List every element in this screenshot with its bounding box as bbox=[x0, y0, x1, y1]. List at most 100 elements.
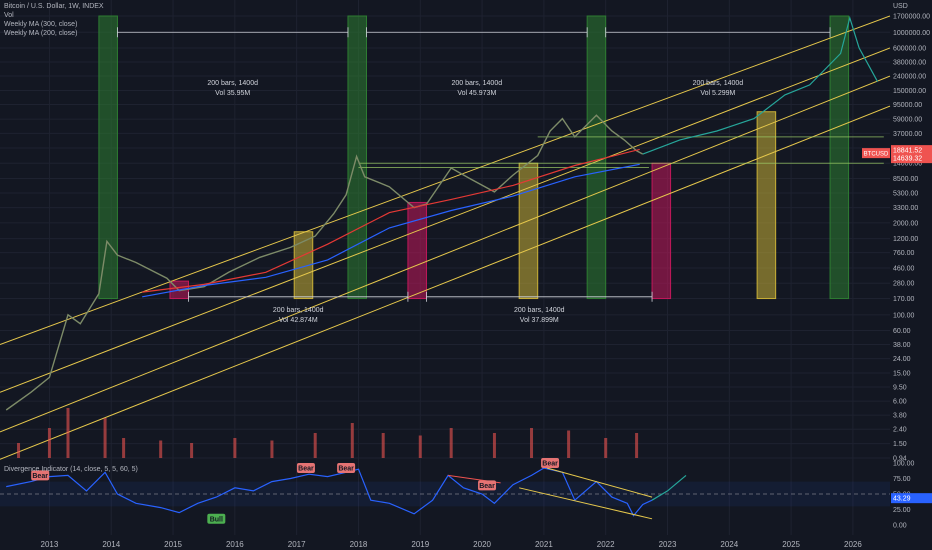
rsi-tag-bull: Bull bbox=[207, 513, 226, 524]
volume-bar bbox=[190, 443, 194, 458]
volume-bar bbox=[159, 440, 163, 458]
price-badge-sub: 14639.32 bbox=[893, 156, 922, 163]
rsi-tag-box bbox=[31, 470, 50, 481]
year-tick-label: 2022 bbox=[597, 540, 615, 549]
price-tick-label: 95000.00 bbox=[893, 102, 922, 109]
rsi-tag-label: Bear bbox=[32, 473, 48, 480]
rsi-tag-bear: Bear bbox=[31, 470, 50, 481]
volume-bar bbox=[350, 423, 354, 458]
zone-red bbox=[407, 201, 427, 300]
range-label: 200 bars, 1400d bbox=[273, 307, 324, 314]
price-tick-label: 1200.00 bbox=[893, 236, 918, 243]
channel-line bbox=[0, 75, 891, 433]
volume-bar bbox=[567, 430, 571, 458]
rsi-tag-label: Bear bbox=[298, 465, 314, 472]
rsi-tag-box bbox=[478, 480, 497, 491]
price-tick-label: 0.94 bbox=[893, 456, 907, 463]
range-volume: Vol 37.899M bbox=[520, 317, 559, 324]
volume-bar bbox=[47, 428, 51, 458]
volume-bar bbox=[381, 433, 385, 458]
year-tick-label: 2017 bbox=[288, 540, 306, 549]
rsi-tag-bear: Bear bbox=[296, 462, 315, 473]
price-tick-label: 60.00 bbox=[893, 328, 911, 335]
ma200-legend[interactable]: Weekly MA (200, close) bbox=[4, 30, 78, 37]
volume-bar bbox=[635, 433, 639, 458]
price-tick-label: 460.00 bbox=[893, 266, 915, 273]
year-tick-label: 2013 bbox=[41, 540, 59, 549]
rsi-projection bbox=[651, 474, 687, 501]
rsi-tag-bear: Bear bbox=[541, 458, 560, 468]
price-tick-label: 150000.00 bbox=[893, 88, 926, 95]
year-tick-label: 2016 bbox=[226, 540, 244, 549]
channel-line bbox=[0, 15, 891, 345]
zone-yellow bbox=[518, 162, 539, 300]
price-badge-box bbox=[891, 145, 932, 164]
horizontal-levels bbox=[358, 136, 884, 168]
price-tick-label: 59000.00 bbox=[893, 117, 922, 124]
price-tick-label: 100.00 bbox=[893, 312, 915, 319]
volume-bar bbox=[17, 443, 21, 458]
symbol-title[interactable]: Bitcoin / U.S. Dollar, 1W, INDEX bbox=[4, 3, 104, 10]
projection-line bbox=[642, 15, 879, 155]
rsi-tag-box bbox=[541, 458, 560, 468]
range-volume: Vol 5.299M bbox=[700, 90, 735, 97]
rsi-badge-value: 43.29 bbox=[893, 496, 911, 503]
channel-lines bbox=[0, 15, 891, 460]
range-label: 200 bars, 1400d bbox=[514, 307, 565, 314]
price-tick-label: 1.50 bbox=[893, 441, 907, 448]
zone-green bbox=[98, 15, 118, 300]
time-axis[interactable]: 2013 2014 2015 2016 2017 2018 2019 2020 2021 2022… bbox=[41, 540, 863, 549]
range-label: 200 bars, 1400d bbox=[207, 80, 258, 87]
series-line bbox=[142, 163, 640, 298]
volume-bar bbox=[270, 440, 274, 458]
volume-bar bbox=[233, 438, 237, 458]
rsi-pane: Bear Bear Bear Bear Bear Bull bbox=[0, 458, 890, 524]
rsi-tag-box bbox=[337, 462, 356, 473]
range-volume: Vol 42.874M bbox=[279, 317, 318, 324]
rsi-badge-box bbox=[891, 493, 932, 504]
rsi-tag-box bbox=[296, 462, 315, 473]
price-tick-label: 9.50 bbox=[893, 385, 907, 392]
price-tick-label: 240000.00 bbox=[893, 74, 926, 81]
series-line bbox=[5, 114, 644, 411]
price-tick-label: 1700000.00 bbox=[893, 14, 930, 21]
volume-bar bbox=[604, 438, 608, 458]
volume-bar bbox=[313, 433, 317, 458]
price-tick-label: 38.00 bbox=[893, 342, 911, 349]
indicator-legend[interactable]: Divergence Indicator (14, close, 5, 5, 6… bbox=[4, 466, 138, 473]
zone-yellow bbox=[756, 111, 777, 300]
year-tick-label: 2024 bbox=[720, 540, 738, 549]
year-tick-label: 2018 bbox=[350, 540, 368, 549]
price-tick-label: 380000.00 bbox=[893, 59, 926, 66]
zone-green bbox=[829, 15, 850, 300]
volume-bar bbox=[103, 418, 107, 458]
series-line bbox=[142, 148, 640, 293]
rsi-tag-label: Bear bbox=[479, 483, 495, 490]
volume-bar bbox=[530, 428, 534, 458]
year-tick-label: 2015 bbox=[164, 540, 182, 549]
rsi-tag-label: Bear bbox=[338, 465, 354, 472]
rsi-tick-label: 0.00 bbox=[893, 523, 907, 530]
price-tick-label: 6.00 bbox=[893, 399, 907, 406]
price-tick-label: 170.00 bbox=[893, 296, 915, 303]
volume-bar bbox=[66, 408, 70, 458]
price-tick-label: 1000000.00 bbox=[893, 30, 930, 37]
rsi-tag-label: Bull bbox=[210, 516, 223, 523]
year-tick-label: 2025 bbox=[782, 540, 800, 549]
year-tick-label: 2014 bbox=[102, 540, 120, 549]
range-volume: Vol 35.95M bbox=[215, 90, 250, 97]
rsi-trendline bbox=[519, 487, 653, 520]
price-tick-label: 760.00 bbox=[893, 250, 915, 257]
range-annotations: 200 bars, 1400d Vol 35.95M 200 bars, 1400d… bbox=[117, 27, 831, 324]
price-axis-unit: USD bbox=[893, 3, 908, 10]
volume-bar bbox=[122, 438, 126, 458]
zone-yellow bbox=[293, 231, 314, 300]
price-tick-label: 3300.00 bbox=[893, 205, 918, 212]
volume-bar bbox=[492, 433, 496, 458]
ma300-legend[interactable]: Weekly MA (300, close) bbox=[4, 21, 78, 28]
volume-bars bbox=[17, 408, 639, 458]
channel-line bbox=[0, 105, 891, 460]
volume-bar bbox=[449, 428, 453, 458]
volume-legend[interactable]: Vol bbox=[4, 12, 14, 19]
